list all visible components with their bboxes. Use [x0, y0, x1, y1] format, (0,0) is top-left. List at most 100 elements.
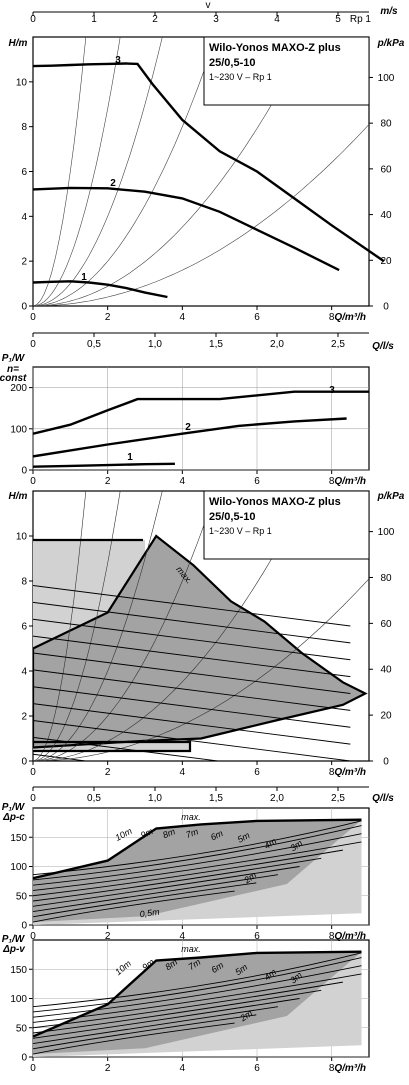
dp-line	[33, 652, 351, 694]
y2-tick-label: 60	[380, 164, 392, 175]
curve-2	[32, 186, 340, 272]
top-axis-label: v	[206, 0, 211, 11]
dp-line	[33, 618, 351, 661]
dp-line	[33, 998, 300, 1039]
dp-line	[33, 686, 351, 728]
y-tick-label: 0	[21, 466, 27, 477]
dp-line	[33, 952, 362, 1008]
head-label-0,5m: 0,5m	[139, 907, 161, 920]
y-tick-label: 4	[21, 667, 27, 678]
info-supply: 1~230 V – Rp 1	[209, 72, 272, 82]
dp-line	[33, 1014, 257, 1050]
x-tick-label: 8	[329, 476, 335, 487]
q-ls-tick-label: 0,5	[87, 793, 101, 804]
y2-tick-label: 20	[380, 711, 392, 722]
info-title: Wilo-Yonos MAXO-Z plus	[209, 496, 341, 508]
info-model: 25/0,5-10	[209, 511, 255, 523]
dp-line	[33, 957, 362, 1013]
x-axis-label: Q/m³/h	[334, 767, 366, 778]
y-tick-label: 8	[21, 122, 27, 133]
y2-tick-label: 40	[380, 665, 392, 676]
info-model: 25/0,5-10	[209, 57, 255, 69]
curve-label-2: 2	[110, 178, 116, 189]
system-curve	[33, 37, 163, 306]
y-axis-label: P₁/W	[2, 353, 26, 364]
top-axis-unit: m/s	[380, 6, 398, 17]
dp-line	[33, 753, 90, 761]
y-tick-label: 0	[21, 757, 27, 768]
dp-line	[33, 703, 351, 745]
dp-line	[33, 989, 322, 1034]
y2-tick-label: 100	[378, 73, 395, 84]
x-tick-label: 2	[105, 312, 111, 323]
x-tick-label: 8	[329, 1063, 335, 1074]
system-curve	[33, 37, 121, 306]
map-group	[33, 950, 362, 1057]
head-label-8m: 8m	[161, 826, 177, 840]
y-tick-label: 50	[16, 891, 28, 902]
top-tick-label: 2,0	[270, 339, 284, 350]
y-tick-label: 2	[21, 712, 27, 723]
top-tick-label: 1	[91, 14, 97, 25]
chart-hq_map: 0 2 4 6 8 Q/m³/h0246810H/m020406080100p/kPaWi…	[9, 490, 405, 804]
y-tick-label: 150	[10, 833, 27, 844]
max-curve	[33, 534, 368, 749]
dp-line	[33, 585, 351, 627]
x-tick-label: 6	[254, 931, 260, 942]
power-curve-2	[33, 417, 347, 458]
dp-line	[33, 857, 322, 902]
y-tick-label: 4	[21, 212, 27, 223]
x-tick-label: 4	[180, 931, 186, 942]
x-tick-label: 2	[105, 476, 111, 487]
x-tick-label: 6	[254, 767, 260, 778]
power-curve-3	[33, 390, 369, 435]
y-axis-label: P₁/W	[2, 802, 26, 813]
x-tick-label: 0	[30, 767, 36, 778]
system-curve	[33, 37, 217, 306]
map-group	[33, 818, 362, 925]
y2-tick-label: 100	[378, 527, 395, 538]
dark-region	[33, 951, 362, 1055]
curves	[33, 390, 369, 468]
y2-tick-label: 80	[380, 119, 392, 130]
info-title: Wilo-Yonos MAXO-Z plus	[209, 42, 341, 54]
system-curve	[33, 491, 121, 761]
x-tick-label: 0	[30, 1063, 36, 1074]
y-tick-label: 8	[21, 577, 27, 588]
curve-label-1: 1	[81, 272, 87, 283]
y-axis-label-2: Δp-c	[2, 812, 25, 823]
y-tick-label: 0	[21, 1053, 27, 1064]
dp-line	[33, 635, 351, 678]
x-tick-label: 4	[180, 476, 186, 487]
dp-line	[33, 965, 362, 1018]
max-curve	[33, 818, 362, 880]
top-axis-sub: Rp 1	[350, 14, 372, 25]
x-tick-label: 2	[105, 767, 111, 778]
x-axis-label: Q/m³/h	[334, 931, 366, 942]
x-tick-label: 8	[329, 931, 335, 942]
dp-line	[33, 833, 362, 886]
power-curve-1	[33, 462, 175, 468]
y-tick-label: 2	[21, 257, 27, 268]
max-annotation: max.	[181, 944, 201, 954]
y-tick-label: 100	[10, 994, 27, 1005]
dp-line	[33, 890, 235, 923]
info-supply: 1~230 V – Rp 1	[209, 526, 272, 536]
x-tick-label: 6	[254, 1063, 260, 1074]
dp-line	[33, 841, 362, 891]
head-label-10m: 10m	[113, 958, 133, 977]
dp-line	[33, 601, 351, 644]
x-tick-label: 2	[105, 1063, 111, 1074]
x-tick-label: 0	[30, 931, 36, 942]
dp-line	[33, 1006, 278, 1044]
info-box	[203, 490, 370, 560]
y-tick-label: 10	[16, 532, 28, 543]
x-tick-label: 8	[329, 767, 335, 778]
dp-line	[33, 882, 257, 918]
y2-tick-label: 0	[383, 757, 389, 768]
dp-line	[33, 825, 362, 881]
